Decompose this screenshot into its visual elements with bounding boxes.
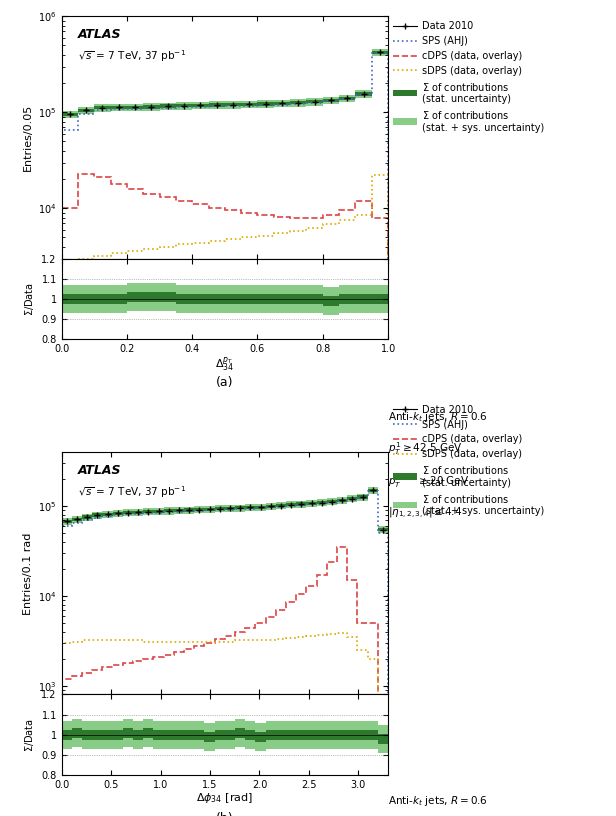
Y-axis label: $\Sigma$/Data: $\Sigma$/Data	[23, 718, 36, 752]
X-axis label: $\Delta_{34}^{p_T}$: $\Delta_{34}^{p_T}$	[215, 356, 235, 374]
Text: Anti-$k_t$ jets, $R = 0.6$

$p_T^1 \geq 42.5$ GeV

$p_T^{2,3,4} \geq 20$ GeV

$|: Anti-$k_t$ jets, $R = 0.6$ $p_T^1 \geq 4…	[388, 794, 488, 816]
Text: (b): (b)	[216, 812, 233, 816]
Text: ATLAS: ATLAS	[78, 464, 121, 477]
Text: Anti-$k_t$ jets, $R = 0.6$

$p_T^1 \geq 42.5$ GeV

$p_T^{2,3,4} \geq 20$ GeV

$|: Anti-$k_t$ jets, $R = 0.6$ $p_T^1 \geq 4…	[388, 410, 488, 521]
Text: ATLAS: ATLAS	[78, 29, 121, 42]
Text: (a): (a)	[216, 375, 233, 388]
Text: $\sqrt{s}$ = 7 TeV, 37 pb$^{-1}$: $\sqrt{s}$ = 7 TeV, 37 pb$^{-1}$	[78, 484, 186, 499]
X-axis label: $\Delta\phi_{34}$ [rad]: $\Delta\phi_{34}$ [rad]	[197, 792, 253, 805]
Legend: Data 2010, SPS (AHJ), cDPS (data, overlay), sDPS (data, overlay), $\Sigma$ of co: Data 2010, SPS (AHJ), cDPS (data, overla…	[393, 405, 545, 517]
Y-axis label: Entries/0.1 rad: Entries/0.1 rad	[23, 532, 33, 614]
Legend: Data 2010, SPS (AHJ), cDPS (data, overlay), sDPS (data, overlay), $\Sigma$ of co: Data 2010, SPS (AHJ), cDPS (data, overla…	[393, 21, 545, 133]
Y-axis label: Entries/0.05: Entries/0.05	[23, 104, 33, 171]
Text: $\sqrt{s}$ = 7 TeV, 37 pb$^{-1}$: $\sqrt{s}$ = 7 TeV, 37 pb$^{-1}$	[78, 48, 186, 64]
Y-axis label: $\Sigma$/Data: $\Sigma$/Data	[23, 282, 36, 316]
